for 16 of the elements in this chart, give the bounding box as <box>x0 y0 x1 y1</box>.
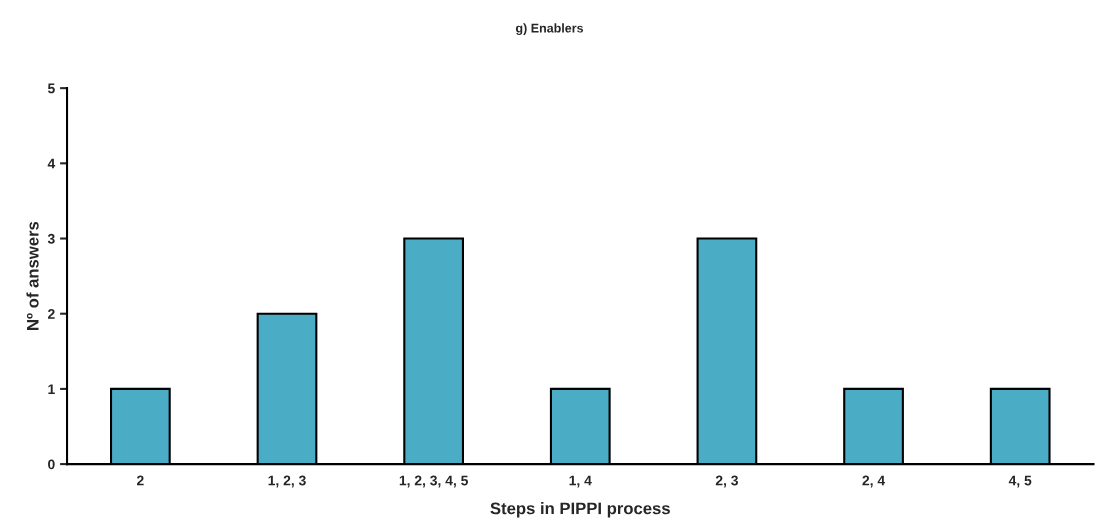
x-tick-label: 2 <box>136 475 144 486</box>
x-tick-label: 1, 2, 3 <box>268 475 306 488</box>
y-tick-label: 4 <box>47 158 56 169</box>
y-axis-title: Nº of answers <box>26 221 39 330</box>
y-tick-label: 0 <box>48 459 55 470</box>
x-tick-label: 1, 4 <box>569 475 592 488</box>
chart-title: g) Enablers <box>515 23 584 36</box>
y-tick-label: 1 <box>48 384 55 394</box>
y-tick-label: 2 <box>47 309 55 319</box>
x-tick-label: 2, 3 <box>715 475 738 488</box>
y-tick-label: 5 <box>47 83 55 94</box>
x-tick-label: 1, 2, 3, 4, 5 <box>399 475 468 488</box>
x-tick-label: 2, 4 <box>862 475 886 488</box>
x-tick-label: 4, 5 <box>1008 475 1032 488</box>
y-tick-label: 3 <box>47 233 55 244</box>
x-axis-title: Steps in PIPPI process <box>490 502 670 518</box>
